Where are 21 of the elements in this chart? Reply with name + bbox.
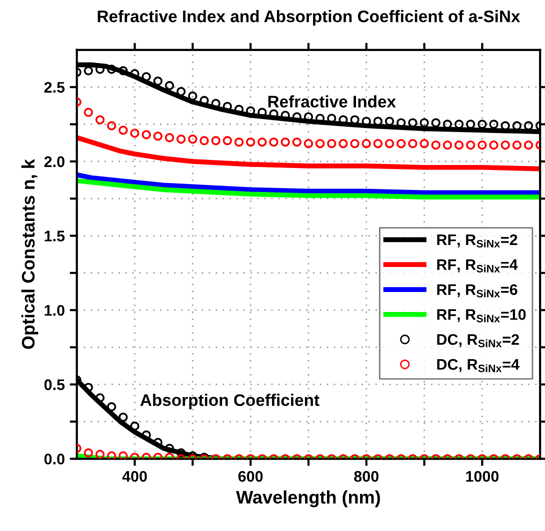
y-tick-label: 2.5	[44, 82, 65, 93]
annotation: Absorption Coefficient	[140, 394, 320, 410]
y-tick-label: 1.5	[44, 230, 65, 242]
x-tick-label: 800	[354, 470, 378, 482]
legend-label: RF, R$_{SiNx}$=2	[437, 234, 518, 248]
y-tick-label: 0.0	[44, 454, 64, 464]
legend-label: DC, R$_{SiNx}$=4	[437, 359, 520, 372]
x-axis-title: Wavelength (nm)	[236, 490, 380, 508]
legend-label: RF, R$_{SiNx}$=4	[437, 259, 518, 272]
chart-title: Refractive Index and Absorption Coefficient of a-SiNx	[98, 10, 520, 26]
legend-label: RF, R$_{SiNx}$=10	[437, 309, 526, 322]
y-tick-label: 1.0	[44, 304, 64, 316]
y-tick-label: 0.5	[44, 379, 65, 390]
legend-label: RF, R$_{SiNx}$=6	[437, 284, 518, 298]
y-tick-label: 2.0	[44, 156, 64, 168]
y-axis-title: Optical Constants n, k	[21, 159, 38, 349]
legend-label: DC, R$_{SiNx}$=2	[437, 334, 519, 348]
x-tick-label: 400	[122, 470, 147, 482]
x-tick-label: 1000	[466, 470, 499, 482]
x-tick-label: 600	[238, 470, 263, 482]
annotation: Refractive Index	[268, 95, 396, 108]
